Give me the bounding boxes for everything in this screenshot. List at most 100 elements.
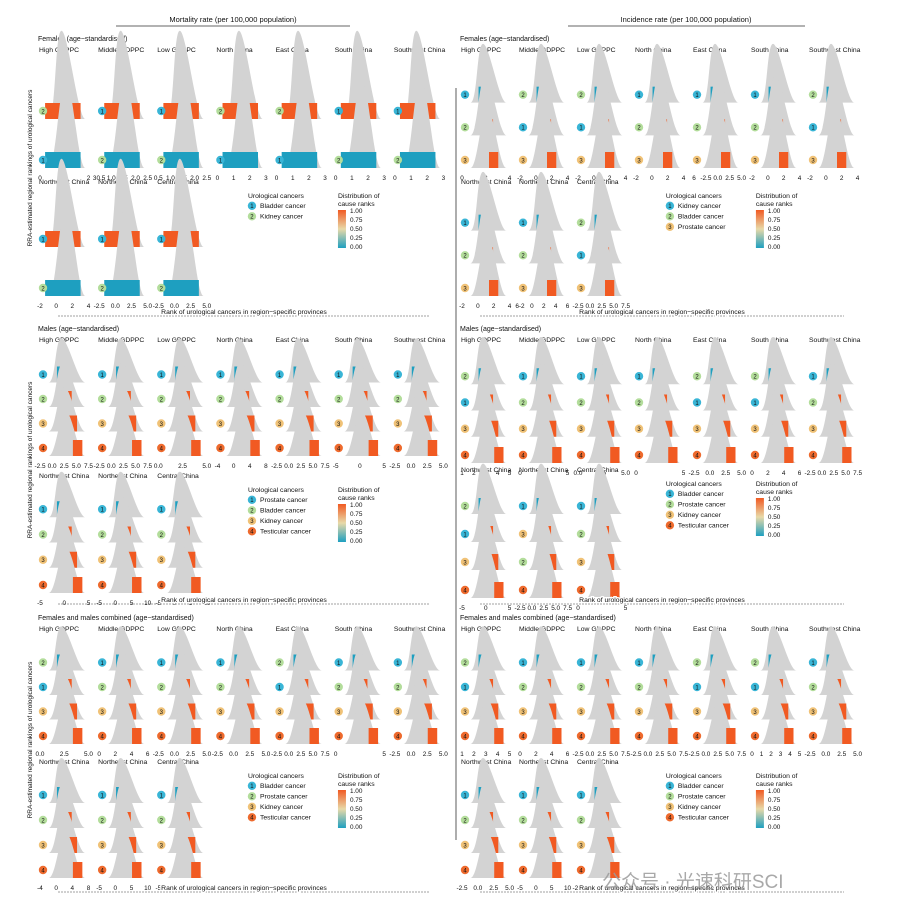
rank-circle bbox=[97, 234, 107, 244]
scale-tick: 0.25 bbox=[350, 529, 363, 536]
rank-bar bbox=[67, 703, 78, 720]
scale-tick: 0.75 bbox=[350, 511, 363, 518]
scale-title: cause ranks bbox=[338, 781, 375, 788]
rank-number: 3 bbox=[463, 710, 467, 716]
rank-circle bbox=[808, 731, 818, 741]
density-ridge bbox=[107, 207, 145, 296]
rank-number: 2 bbox=[463, 126, 467, 132]
rank-circle bbox=[38, 555, 48, 564]
legend-label: Bladder cancer bbox=[260, 203, 306, 210]
facet-title: Low GDPPC bbox=[157, 337, 196, 344]
rank-circle bbox=[157, 155, 166, 165]
rank-circle bbox=[38, 530, 48, 539]
rank-circle bbox=[216, 155, 225, 165]
rank-circle bbox=[460, 450, 470, 460]
rank-bar bbox=[132, 862, 142, 878]
tick-label: 0 bbox=[484, 605, 488, 612]
rank-number: 2 bbox=[337, 397, 341, 403]
tick-label: 3 bbox=[382, 175, 386, 182]
rank-circle bbox=[518, 450, 528, 460]
rank-bar bbox=[163, 280, 199, 296]
density-ridge bbox=[470, 204, 507, 264]
rank-number: 4 bbox=[579, 453, 583, 459]
rank-circle bbox=[334, 443, 343, 453]
tick-label: -2.5 bbox=[688, 470, 699, 477]
tick-label: 2.5 bbox=[829, 470, 838, 477]
tick-label: 0.0 bbox=[585, 751, 594, 758]
tick-label: -2.5 bbox=[688, 751, 699, 758]
rank-number: 1 bbox=[579, 661, 583, 667]
scale-title: cause ranks bbox=[756, 201, 793, 208]
rank-number: 4 bbox=[695, 453, 699, 459]
rank-number: 1 bbox=[100, 237, 104, 243]
rank-circle bbox=[38, 106, 48, 116]
rank-number: 2 bbox=[278, 397, 282, 403]
tick-label: -2.5 bbox=[572, 885, 583, 892]
rank-circle bbox=[634, 155, 644, 165]
rank-circle bbox=[38, 731, 48, 741]
rank-number: 3 bbox=[579, 560, 583, 566]
rank-bar bbox=[605, 703, 615, 720]
rank-circle bbox=[634, 658, 644, 667]
legend: Urological cancers 1 Bladder cancer 2 Prosta… bbox=[665, 773, 798, 831]
legend-label: Testicular cancer bbox=[678, 523, 730, 530]
legend-label: Kidney cancer bbox=[678, 804, 722, 811]
rank-bar bbox=[67, 415, 78, 432]
rank-number: 1 bbox=[463, 532, 467, 538]
rank-number: 4 bbox=[463, 734, 467, 740]
tick-label: 0 bbox=[173, 885, 177, 892]
rank-circle bbox=[518, 865, 528, 875]
rank-number: 4 bbox=[219, 446, 223, 452]
tick-label: 1 bbox=[350, 175, 354, 182]
facet-title: North China bbox=[635, 626, 671, 633]
rank-circle bbox=[692, 155, 702, 165]
rank-number: 3 bbox=[579, 710, 583, 716]
tick-label: 2.5 bbox=[60, 463, 69, 470]
rank-number: 1 bbox=[41, 685, 45, 691]
rank-circle bbox=[38, 865, 48, 875]
tick-label: 4 bbox=[130, 751, 134, 758]
rank-number: 2 bbox=[463, 504, 467, 510]
tick-label: 5.0 bbox=[84, 751, 93, 758]
rank-number: 1 bbox=[579, 793, 583, 799]
tick-label: 0 bbox=[650, 175, 654, 182]
rank-bar bbox=[45, 280, 81, 296]
tick-label: -2.5 bbox=[94, 303, 105, 310]
tick-label: 0.0 bbox=[407, 751, 416, 758]
tick-label: 5.0 bbox=[621, 470, 630, 477]
rank-circle bbox=[518, 251, 528, 260]
legend-swatch bbox=[247, 781, 257, 790]
tick-label: 0.0 bbox=[170, 751, 179, 758]
rank-circle bbox=[97, 840, 107, 850]
legend-number: 2 bbox=[250, 509, 254, 515]
tick-label: 0 bbox=[216, 175, 220, 182]
tick-label: 3 bbox=[323, 175, 327, 182]
rank-number: 1 bbox=[811, 375, 815, 381]
tick-label: -5 bbox=[517, 885, 523, 892]
rank-number: 4 bbox=[463, 588, 467, 594]
tick-label: 8 bbox=[264, 463, 268, 470]
tick-label: 1 bbox=[232, 175, 236, 182]
rank-number: 1 bbox=[463, 685, 467, 691]
rank-number: 1 bbox=[219, 373, 223, 379]
tick-label: 5.0 bbox=[202, 751, 211, 758]
rank-number: 3 bbox=[811, 158, 815, 164]
rank-bar bbox=[610, 728, 620, 744]
density-ridge bbox=[166, 497, 204, 543]
rank-bar bbox=[245, 415, 255, 432]
tick-label: 5.0 bbox=[841, 470, 850, 477]
rank-circle bbox=[460, 658, 470, 667]
rank-number: 2 bbox=[160, 397, 164, 403]
rank-number: 2 bbox=[463, 375, 467, 381]
density-ridge bbox=[470, 650, 507, 695]
rank-bar bbox=[784, 728, 794, 744]
rank-number: 3 bbox=[463, 560, 467, 566]
rank-number: 1 bbox=[695, 93, 699, 99]
scale-tick: 0.75 bbox=[768, 505, 781, 512]
rank-number: 2 bbox=[100, 533, 104, 539]
facet-title: East China bbox=[276, 47, 309, 54]
